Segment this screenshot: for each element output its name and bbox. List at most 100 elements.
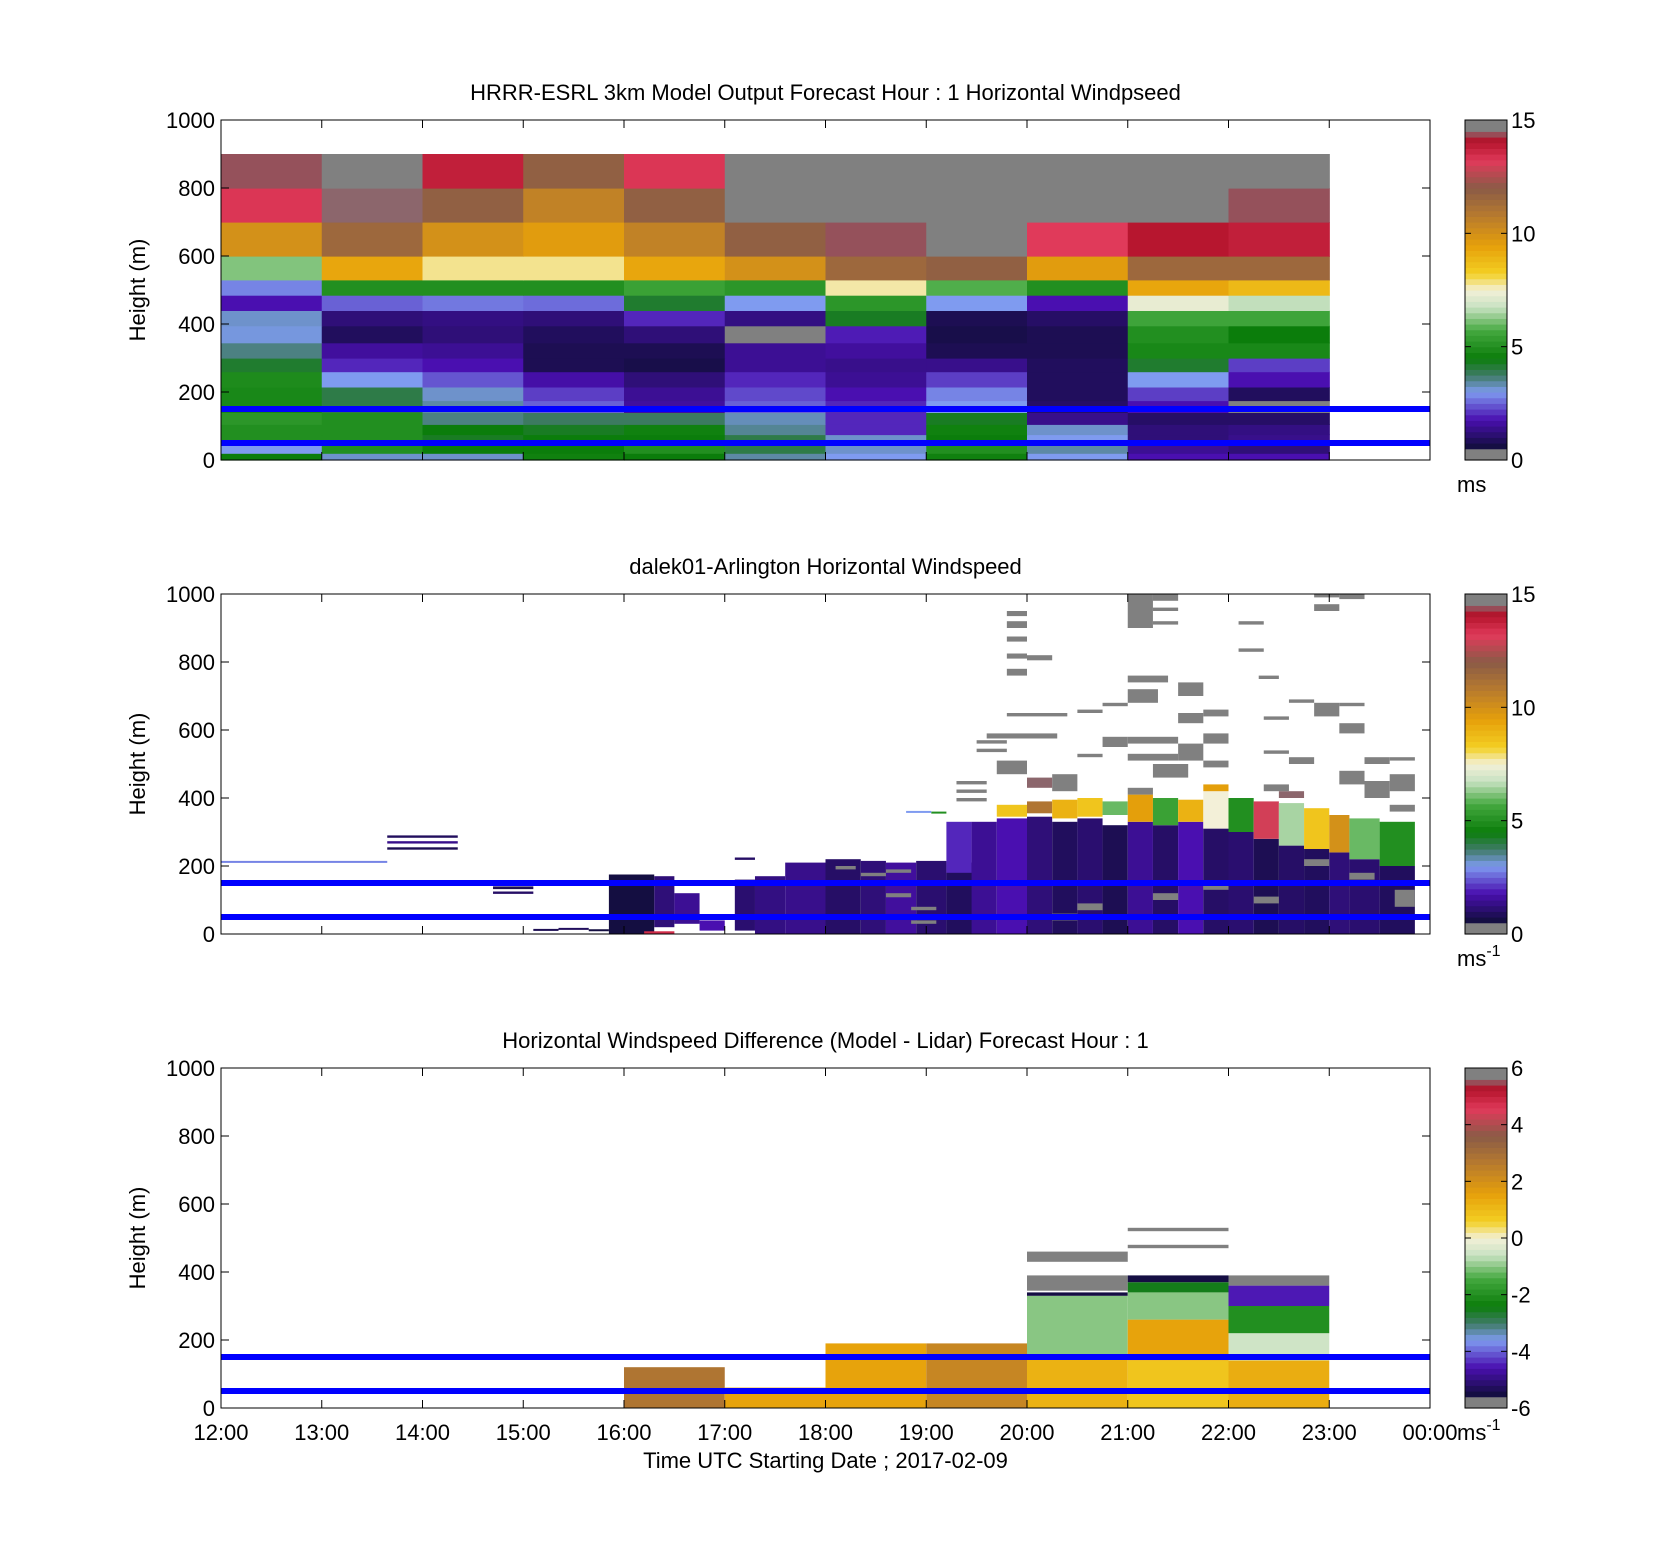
- heatmap-cell: [422, 256, 524, 281]
- heatmap-cell: [825, 434, 927, 446]
- data-segment: [1228, 1285, 1330, 1306]
- colorbar-tick-label: 0: [1511, 1226, 1523, 1251]
- heatmap-cell: [1127, 453, 1230, 461]
- colorbar-segment: [1465, 758, 1507, 765]
- colorbar-segment: [1465, 1249, 1507, 1256]
- heatmap-cell: [1228, 453, 1330, 461]
- colorbar-segment: [1465, 1277, 1507, 1284]
- colorbar-segment: [1465, 159, 1507, 166]
- colorbar-segment: [1465, 1300, 1507, 1307]
- heatmap-cell: [724, 342, 827, 359]
- panel-3: 12:00 13:00 14:00 15:00 16:00 17:00 18:00 19:00…: [125, 1028, 1531, 1445]
- data-segment: [785, 862, 826, 934]
- data-segment: [1027, 801, 1053, 814]
- colorbar-segment: [1465, 888, 1507, 895]
- colorbar-segment: [1465, 741, 1507, 748]
- heatmap-cell: [523, 279, 625, 296]
- colorbar-segment: [1465, 718, 1507, 725]
- data-segment: [1127, 1360, 1229, 1408]
- colorbar-segment: [1465, 611, 1507, 618]
- heatmap-cell: [825, 371, 927, 388]
- heatmap-cell: [422, 222, 524, 257]
- data-segment: [976, 740, 1007, 744]
- data-segment: [1349, 859, 1380, 934]
- heatmap-cell: [1228, 188, 1330, 223]
- colorbar-segment: [1465, 1368, 1507, 1375]
- heatmap-cell: [624, 358, 726, 373]
- colorbar-segment: [1465, 1379, 1507, 1386]
- y-tick-label: 0: [203, 1396, 215, 1421]
- colorbar-segment: [1465, 1357, 1507, 1364]
- heatmap-cell: [1228, 386, 1330, 402]
- data-segment: [1027, 1275, 1128, 1291]
- heatmap-cell: [422, 412, 524, 425]
- data-segment: [387, 841, 458, 844]
- heatmap-cell: [825, 453, 927, 461]
- colorbar-tick-label: 5: [1511, 335, 1523, 360]
- heatmap-cell: [422, 154, 524, 189]
- heatmap-cell: [724, 325, 827, 344]
- colorbar-segment: [1465, 775, 1507, 782]
- colorbar-segment: [1465, 239, 1507, 246]
- data-segment: [1127, 689, 1158, 703]
- x-tick-label: 00:00: [1402, 1420, 1457, 1445]
- heatmap-cell: [422, 295, 524, 311]
- colorbar-segment: [1465, 871, 1507, 878]
- colorbar-tick-label: 5: [1511, 809, 1523, 834]
- colorbar-segment: [1465, 860, 1507, 867]
- colorbar-segment: [1465, 735, 1507, 742]
- colorbar-segment: [1465, 730, 1507, 737]
- colorbar-segment: [1465, 877, 1507, 884]
- colorbar-tick-label: 0: [1511, 448, 1523, 473]
- heatmap-cell: [1027, 256, 1129, 281]
- colorbar-segment: [1465, 1119, 1507, 1126]
- colorbar-segment: [1465, 1147, 1507, 1154]
- colorbar-segment: [1465, 1096, 1507, 1103]
- colorbar-segment: [1465, 866, 1507, 873]
- heatmap-cell: [321, 310, 424, 327]
- colorbar-segment: [1465, 329, 1507, 336]
- data-segment: [1203, 733, 1229, 744]
- heatmap-cell: [1127, 358, 1230, 373]
- heatmap-cell: [221, 434, 323, 446]
- heatmap-cell: [523, 154, 625, 189]
- colorbar-segment: [1465, 1351, 1507, 1358]
- colorbar-segment: [1465, 786, 1507, 793]
- heatmap-cell: [624, 434, 726, 446]
- data-segment: [1258, 675, 1279, 679]
- heatmap-cell: [624, 386, 726, 402]
- data-segment: [1102, 801, 1128, 815]
- heatmap-cell: [1127, 342, 1230, 359]
- heatmap-cell: [1228, 434, 1330, 446]
- heatmap-cell: [1228, 256, 1330, 281]
- colorbar-segment: [1465, 142, 1507, 149]
- colorbar-segment: [1465, 290, 1507, 297]
- heatmap-cell: [321, 424, 424, 436]
- colorbar-segment: [1465, 928, 1507, 935]
- colorbar-segment: [1465, 205, 1507, 212]
- data-segment: [493, 886, 534, 890]
- colorbar-segment: [1465, 707, 1507, 714]
- heatmap-cell: [825, 342, 927, 359]
- colorbar-tick-label: 10: [1511, 695, 1535, 720]
- data-segment: [1102, 736, 1128, 747]
- y-tick-label: 800: [178, 650, 215, 675]
- data-segment: [835, 866, 856, 870]
- heatmap-cell: [221, 444, 323, 454]
- heatmap-cell: [523, 434, 625, 446]
- colorbar-segment: [1465, 832, 1507, 839]
- heatmap-cell: [1027, 310, 1129, 327]
- colorbar-segment: [1465, 380, 1507, 387]
- colorbar-segment: [1465, 900, 1507, 907]
- heatmap-cell: [624, 325, 726, 344]
- colorbar-segment: [1465, 273, 1507, 280]
- data-segment: [1349, 818, 1380, 860]
- heatmap-cell: [825, 325, 927, 344]
- heatmap-cell: [523, 310, 625, 327]
- heatmap-cell: [523, 188, 625, 223]
- y-tick-label: 800: [178, 1124, 215, 1149]
- heatmap-cell: [221, 295, 323, 311]
- heatmap-cell: [1027, 386, 1129, 402]
- heatmap-cell: [926, 342, 1028, 359]
- y-tick-label: 0: [203, 448, 215, 473]
